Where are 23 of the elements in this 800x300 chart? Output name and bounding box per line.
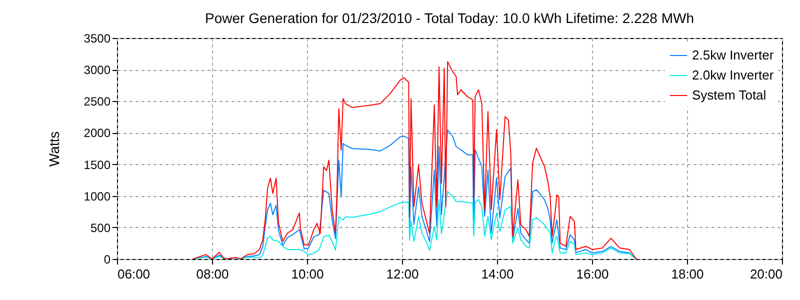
y-tick-label: 0 bbox=[104, 252, 111, 266]
x-tick-label: 06:00 bbox=[118, 266, 150, 282]
y-tick-label: 2500 bbox=[84, 94, 111, 109]
x-tick-label: 20:00 bbox=[750, 266, 782, 282]
chart-title: Power Generation for 01/23/2010 - Total Today: 10.0 kWh Lifetime: 2.228 MWh bbox=[205, 10, 694, 26]
x-tick-label: 10:00 bbox=[291, 266, 324, 282]
line-series bbox=[192, 61, 638, 259]
x-tick-label: 16:00 bbox=[576, 266, 609, 282]
legend-label: System Total bbox=[692, 88, 766, 102]
legend-label: 2.5kw Inverter bbox=[692, 48, 774, 62]
x-tick-label: 12:00 bbox=[386, 266, 419, 282]
y-tick-label: 3000 bbox=[84, 63, 111, 78]
y-tick-label: 500 bbox=[90, 220, 111, 235]
x-tick-label: 14:00 bbox=[481, 266, 514, 282]
y-tick-label: 1500 bbox=[84, 158, 111, 172]
y-tick-label: 3500 bbox=[84, 32, 111, 46]
legend-label: 2.0kw Inverter bbox=[692, 68, 774, 82]
y-axis-title: Watts bbox=[46, 131, 62, 167]
y-tick-label: 2000 bbox=[84, 126, 111, 140]
y-tick-label: 1000 bbox=[84, 189, 111, 204]
x-tick-label: 18:00 bbox=[671, 266, 704, 282]
line-series bbox=[192, 190, 638, 259]
x-tick-label: 08:00 bbox=[196, 266, 229, 282]
